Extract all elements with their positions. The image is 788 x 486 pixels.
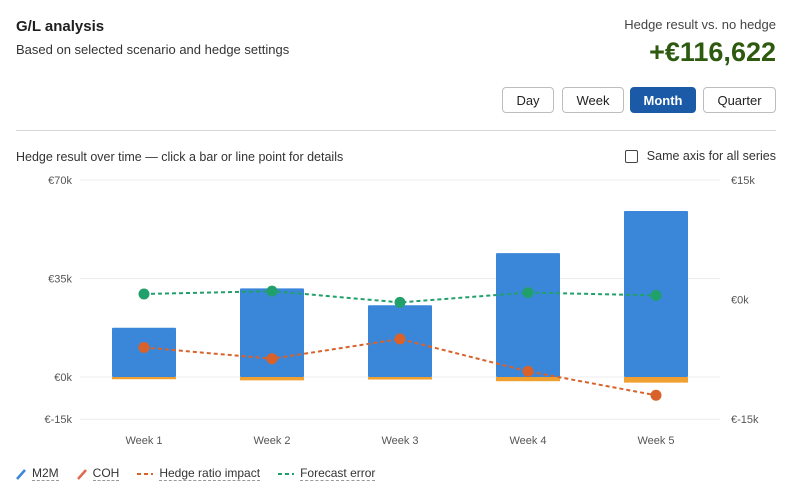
hedge-result-value: +€116,622: [649, 37, 776, 67]
same-axis-label: Same axis for all series: [646, 149, 776, 163]
legend-item-hedge-ratio[interactable]: Hedge ratio impact: [137, 466, 261, 481]
period-day-button[interactable]: Day: [502, 87, 554, 113]
hedge-ratio-point[interactable]: [138, 341, 150, 353]
left-axis-tick-label: €35k: [48, 274, 72, 286]
gl-chart: €70k €35k €0k €-15k €15k €0k €-15k Week 1 Week…: [44, 175, 759, 447]
legend-label-forecast-error: Forecast error: [300, 466, 376, 481]
hedge-ratio-point[interactable]: [394, 333, 406, 345]
legend-item-coh[interactable]: COH: [76, 466, 120, 481]
period-month-button[interactable]: Month: [630, 87, 696, 113]
legend-label-coh: COH: [92, 466, 120, 481]
legend-label-m2m: M2M: [32, 466, 59, 481]
coh-bar[interactable]: [496, 377, 560, 382]
legend-item-forecast-error[interactable]: Forecast error: [278, 466, 376, 481]
dashed-line-icon: [137, 472, 154, 475]
right-axis-tick-label: €15k: [731, 175, 755, 187]
pencil-icon: [16, 468, 26, 480]
x-axis-tick-label: Week 2: [253, 435, 290, 447]
x-axis-tick-label: Week 1: [125, 435, 162, 447]
same-axis-checkbox[interactable]: [624, 149, 638, 163]
hedge-ratio-point[interactable]: [522, 365, 534, 377]
hedge-ratio-point[interactable]: [650, 389, 662, 401]
forecast-error-point[interactable]: [394, 296, 406, 308]
x-axis-tick-label: Week 3: [381, 435, 418, 447]
coh-bar[interactable]: [112, 377, 176, 380]
pencil-icon: [76, 468, 87, 480]
m2m-bar[interactable]: [496, 253, 560, 377]
same-axis-toggle[interactable]: Same axis for all series: [624, 149, 776, 163]
coh-bar[interactable]: [368, 377, 432, 380]
page-title: G/L analysis: [16, 18, 105, 35]
left-axis-tick-label: €0k: [54, 372, 72, 384]
period-quarter-button[interactable]: Quarter: [703, 87, 776, 113]
forecast-error-point[interactable]: [522, 287, 534, 299]
x-axis-tick-label: Week 5: [637, 435, 674, 447]
hedge-result-label: Hedge result vs. no hedge: [624, 17, 776, 32]
forecast-error-point[interactable]: [266, 285, 278, 297]
forecast-error-point[interactable]: [138, 288, 150, 300]
left-axis-tick-label: €70k: [48, 175, 72, 187]
x-axis-tick-label: Week 4: [509, 435, 546, 447]
period-week-button[interactable]: Week: [562, 87, 624, 113]
legend-item-m2m[interactable]: M2M: [16, 466, 59, 481]
header-divider: [16, 130, 776, 131]
right-axis-tick-label: €-15k: [731, 414, 759, 426]
forecast-error-point[interactable]: [650, 289, 662, 301]
hedge-ratio-point[interactable]: [266, 353, 278, 365]
page-subtitle: Based on selected scenario and hedge set…: [16, 42, 290, 57]
right-axis-tick-label: €0k: [731, 295, 749, 307]
coh-bar[interactable]: [240, 377, 304, 381]
legend-label-hedge-ratio: Hedge ratio impact: [159, 466, 261, 481]
dashed-line-icon: [278, 472, 295, 475]
coh-bar[interactable]: [624, 377, 688, 383]
chart-caption: Hedge result over time — click a bar or …: [16, 150, 344, 164]
m2m-bar[interactable]: [240, 288, 304, 377]
hedge-ratio-line: [143, 337, 657, 397]
chart-legend: M2M COH Hedge ratio impact Forecast erro…: [16, 466, 393, 481]
forecast-error-line: [143, 290, 657, 304]
left-axis-tick-label: €-15k: [44, 414, 72, 426]
